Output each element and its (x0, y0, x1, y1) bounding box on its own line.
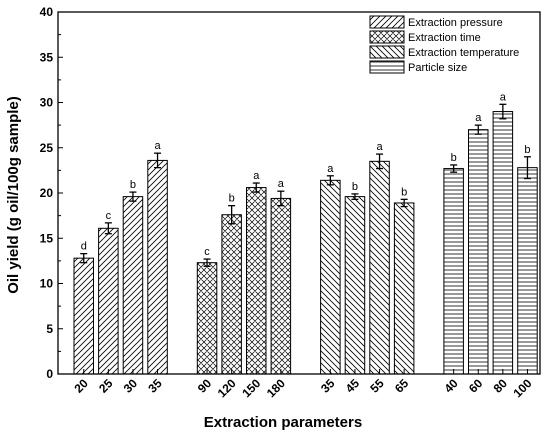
x-tick-label: 80 (491, 376, 511, 396)
y-tick-label: 20 (40, 186, 54, 200)
y-tick-label: 35 (40, 50, 54, 64)
bar (147, 159, 168, 375)
significance-label: b (229, 193, 235, 205)
x-tick-label: 60 (466, 376, 486, 396)
x-tick-label: 65 (392, 376, 412, 396)
bar (443, 168, 464, 375)
bar (196, 262, 218, 375)
y-axis: 0 5 10 15 20 25 30 35 40 (40, 5, 63, 381)
significance-label: a (253, 170, 260, 182)
significance-label: a (376, 141, 383, 153)
x-tick-label: 120 (215, 376, 239, 400)
significance-label: a (278, 178, 285, 190)
x-tick-label: 35 (145, 376, 165, 396)
y-axis-title: Oil yield (g oil/100g sample) (5, 96, 22, 294)
x-tick-label: 45 (343, 376, 363, 396)
bar (221, 214, 242, 375)
legend-label: Extraction pressure (408, 17, 503, 29)
y-tick-label: 30 (40, 96, 54, 110)
bar-group: c b a a (196, 170, 292, 375)
x-tick-label: 180 (264, 376, 288, 400)
y-tick-label: 0 (46, 367, 53, 381)
bar (517, 167, 538, 375)
bar (122, 196, 144, 375)
legend-label: Extraction time (408, 32, 481, 44)
y-tick-label: 25 (40, 141, 54, 155)
significance-label: a (327, 163, 334, 175)
x-tick-label: 55 (367, 376, 387, 396)
bar-group: b a a b (443, 91, 538, 375)
legend-label: Particle size (408, 62, 467, 74)
bar (369, 160, 390, 375)
significance-label: c (106, 210, 112, 222)
bars: d c b a c b a a a b a b b a a b (73, 91, 538, 375)
legend: Extraction pressure Extraction time Extrac… (369, 15, 519, 74)
bar (492, 111, 514, 375)
significance-label: c (204, 246, 210, 258)
bar (246, 187, 267, 375)
significance-label: b (401, 186, 407, 198)
significance-label: a (500, 91, 507, 103)
legend-label: Extraction temperature (408, 47, 519, 59)
bar-group: d c b a (73, 140, 168, 375)
legend-swatch (369, 15, 405, 29)
x-tick-label: 150 (239, 376, 263, 400)
significance-label: b (352, 181, 358, 193)
legend-swatch (369, 30, 405, 44)
x-tick-label: 35 (318, 376, 338, 396)
x-tick-label: 20 (72, 376, 92, 396)
significance-label: b (524, 144, 530, 156)
significance-label: a (154, 140, 161, 152)
x-tick-label: 90 (195, 376, 215, 396)
significance-label: a (475, 112, 482, 124)
significance-label: b (451, 152, 457, 164)
legend-swatch (369, 60, 405, 74)
bar (320, 179, 341, 375)
x-tick-label: 40 (441, 376, 461, 396)
bar (468, 129, 489, 375)
bar-group: a b a b (320, 141, 415, 375)
bar (344, 196, 366, 375)
bar (73, 257, 94, 375)
y-tick-label: 15 (40, 231, 54, 245)
x-tick-label: 100 (511, 376, 535, 400)
bar (393, 202, 415, 375)
legend-swatch (369, 45, 405, 59)
x-tick-label: 30 (121, 376, 141, 396)
bar (270, 197, 292, 375)
bar (98, 227, 119, 375)
x-axis-title: Extraction parameters (204, 414, 362, 431)
y-tick-label: 5 (46, 322, 53, 336)
y-tick-label: 40 (40, 5, 54, 19)
significance-label: d (81, 241, 87, 253)
significance-label: b (130, 179, 136, 191)
x-tick-label: 25 (96, 376, 116, 396)
y-tick-label: 10 (40, 277, 54, 291)
